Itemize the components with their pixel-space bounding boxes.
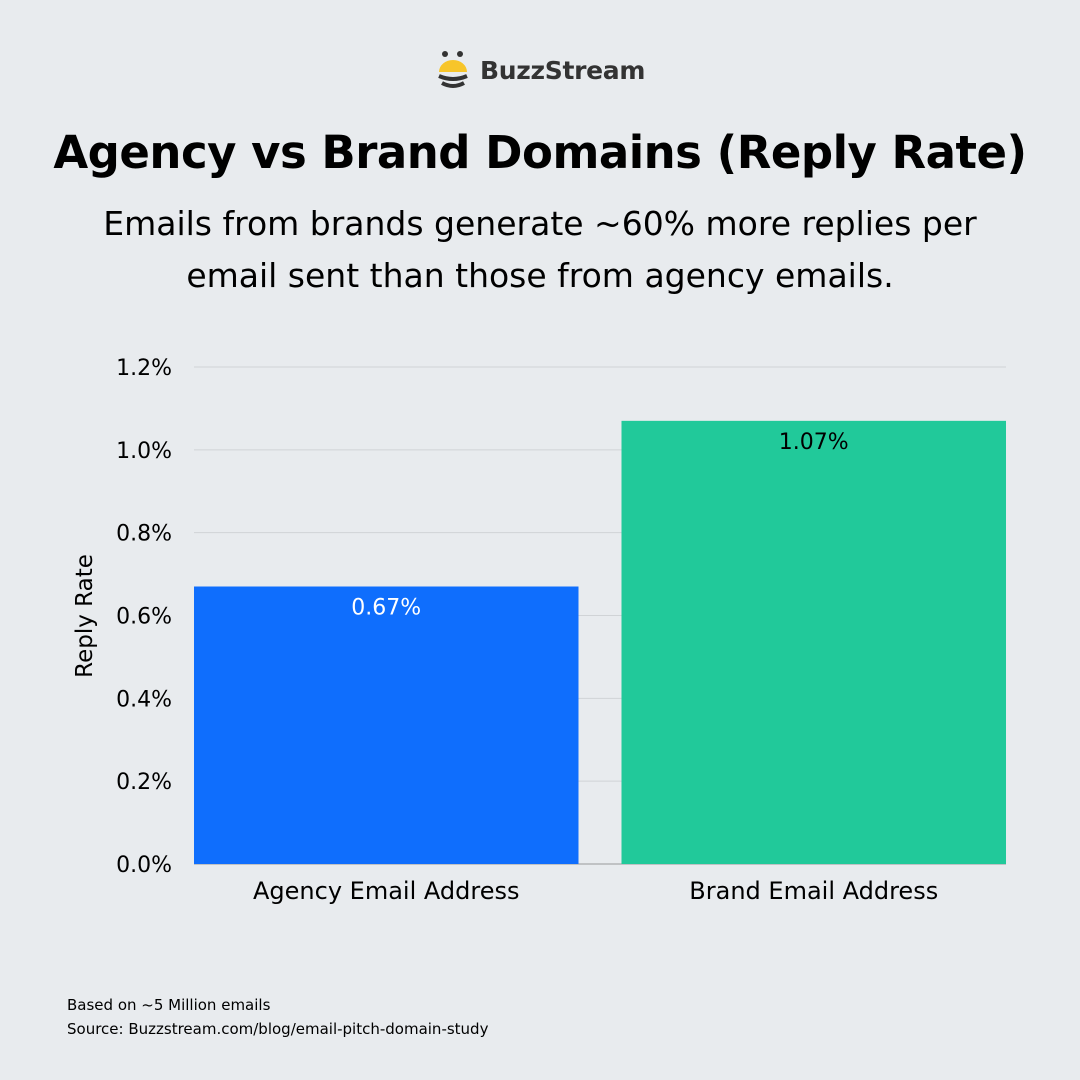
y-tick-label: 0.6% (116, 605, 172, 630)
x-tick-label: Agency Email Address (253, 877, 519, 905)
y-tick-label: 0.0% (116, 853, 172, 878)
footer-source: Source: Buzzstream.com/blog/email-pitch-… (67, 1020, 489, 1038)
x-tick-label: Brand Email Address (689, 877, 938, 905)
footer-note: Based on ~5 Million emails (67, 996, 271, 1014)
y-tick-label: 0.8% (116, 522, 172, 547)
logo-text: BuzzStream (480, 55, 646, 85)
bee-icon (438, 51, 468, 88)
data-label: 1.07% (779, 430, 849, 455)
data-label: 0.67% (351, 596, 421, 621)
page-subtitle: Emails from brands generate ~60% more re… (103, 204, 977, 295)
brand-logo: BuzzStream (436, 50, 645, 90)
y-axis-label: Reply Rate (72, 554, 98, 678)
bar-1 (621, 420, 1006, 864)
bar-0 (194, 586, 579, 864)
y-tick-label: 0.4% (116, 687, 172, 712)
page-title: Agency vs Brand Domains (Reply Rate) (53, 126, 1027, 179)
y-tick-label: 1.2% (116, 356, 172, 381)
y-tick-label: 0.2% (116, 770, 172, 795)
y-tick-label: 1.0% (116, 439, 172, 464)
